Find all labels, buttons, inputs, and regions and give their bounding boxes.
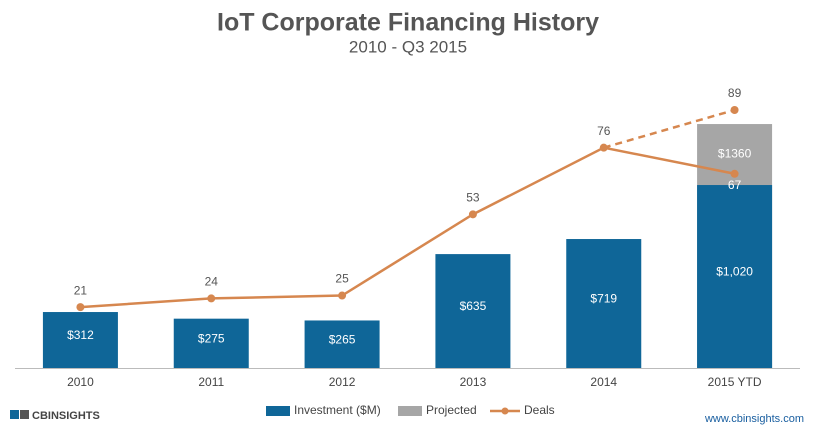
legend-marker: [398, 406, 422, 416]
value-label: 24: [205, 275, 219, 289]
bar: [173, 318, 249, 368]
value-label: 25: [335, 272, 349, 286]
deals-point: [76, 303, 85, 312]
legend-marker: [501, 407, 509, 415]
logo-icon: [20, 410, 29, 419]
x-tick-label: 2014: [590, 375, 617, 389]
x-tick-label: 2012: [329, 375, 356, 389]
deals-line: [80, 146, 735, 309]
logo-text: CBINSIGHTS: [32, 410, 100, 422]
value-label: $275: [198, 332, 225, 346]
logo: CBINSIGHTS: [10, 410, 100, 422]
value-label: 67: [728, 178, 742, 192]
deals-point: [599, 143, 608, 152]
value-label: 89: [728, 86, 742, 100]
deals-point: [338, 291, 347, 300]
x-tick-label: 2011: [198, 375, 224, 389]
bar: [42, 312, 118, 368]
value-label: $1360: [718, 147, 752, 161]
value-label: 21: [74, 283, 88, 297]
value-label: $1,020: [716, 265, 753, 279]
chart-subtitle: 2010 - Q3 2015: [349, 37, 467, 56]
legend-label: Deals: [524, 403, 555, 417]
value-label: 53: [466, 191, 480, 205]
legend-label: Projected: [426, 403, 477, 417]
projected-deals-point: [730, 105, 739, 114]
bar: [566, 239, 642, 368]
legend-marker: [266, 406, 290, 416]
deals-point: [207, 294, 216, 303]
logo-icon: [10, 410, 19, 419]
deals-point: [730, 169, 739, 178]
legend-label: Investment ($M): [294, 403, 381, 417]
value-label: $265: [329, 332, 356, 346]
bar: [435, 254, 511, 368]
x-tick-label: 2013: [460, 375, 487, 389]
projected-deals-line: [603, 108, 735, 149]
chart-title: IoT Corporate Financing History: [217, 9, 599, 37]
x-tick-label: 2010: [67, 375, 94, 389]
bar: [304, 320, 380, 368]
value-label: $312: [67, 328, 94, 342]
bar: [697, 185, 773, 368]
value-label: 76: [597, 124, 611, 138]
deals-point: [468, 210, 477, 219]
x-tick-label: 2015 YTD: [708, 375, 762, 389]
value-label: $719: [590, 292, 617, 306]
value-label: $635: [460, 299, 487, 313]
source: www.cbinsights.com: [704, 413, 804, 425]
